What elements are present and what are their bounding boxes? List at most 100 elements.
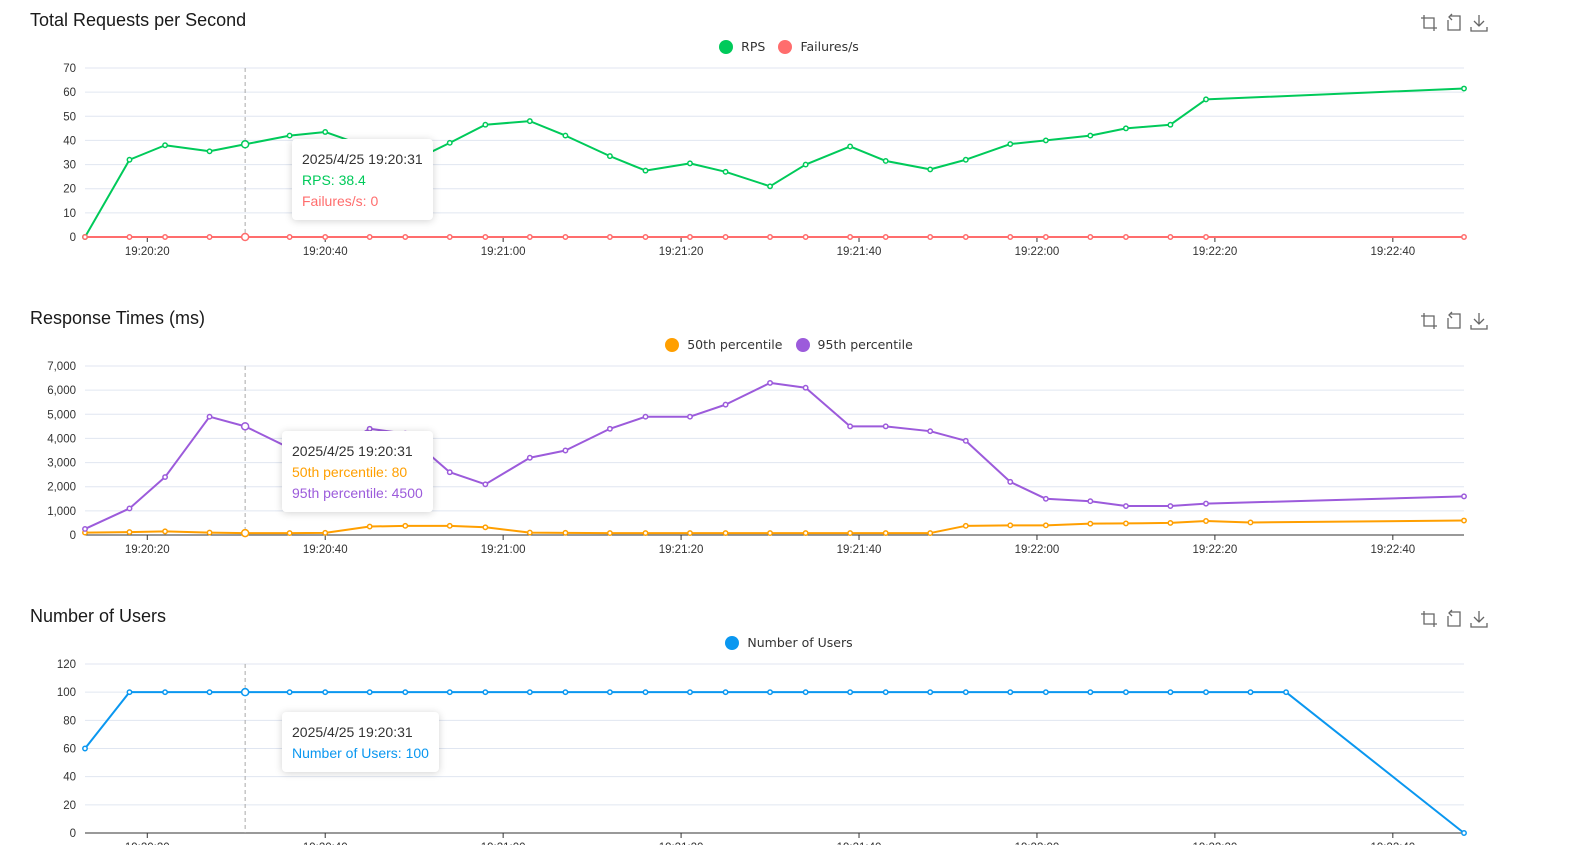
- data-point: [847, 689, 854, 696]
- legend-label: Number of Users: [747, 635, 853, 650]
- y-tick-label: 50: [63, 111, 76, 123]
- chart-toolbox: [1418, 608, 1498, 632]
- data-point: [882, 530, 889, 537]
- data-point: [882, 689, 889, 696]
- zoom-icon[interactable]: [1418, 608, 1440, 630]
- data-point: [606, 530, 613, 537]
- data-point: [687, 234, 693, 240]
- restore-icon[interactable]: [1443, 310, 1465, 332]
- data-point: [1461, 830, 1467, 836]
- restore-icon[interactable]: [1443, 12, 1465, 34]
- data-point: [687, 160, 693, 167]
- restore-icon[interactable]: [1443, 608, 1465, 630]
- legend-dot-icon: [719, 40, 734, 54]
- data-point: [606, 153, 613, 160]
- data-point: [1042, 689, 1049, 696]
- series-line-number-of-users: [84, 691, 1465, 834]
- data-point: [642, 234, 649, 240]
- x-tick-label: 19:22:20: [1193, 842, 1238, 845]
- y-tick-label: 120: [57, 659, 76, 671]
- data-point: [562, 689, 569, 696]
- data-point: [927, 234, 934, 240]
- zoom-icon[interactable]: [1418, 12, 1440, 34]
- users-chart-panel: Number of Users Number of Users 0 20 40 60 8…: [0, 596, 1578, 845]
- download-icon[interactable]: [1468, 12, 1490, 34]
- data-point: [482, 524, 489, 531]
- data-point: [1203, 518, 1209, 524]
- x-tick-label: 19:22:20: [1193, 544, 1238, 556]
- legend-label: Failures/s: [800, 39, 859, 54]
- data-point: [82, 234, 88, 240]
- data-point: [126, 529, 133, 536]
- data-point: [482, 234, 489, 240]
- chart-title: Number of Users: [30, 606, 167, 626]
- rps-chart-panel: Total Requests per Second RPS Failures/s…: [0, 0, 1578, 298]
- data-point: [1203, 234, 1209, 240]
- data-point: [402, 522, 409, 529]
- data-point: [767, 379, 774, 386]
- rps-chart-svg[interactable]: 0 10 20 30 40 50 60 70 19:20:20 19:20:40 19:21:00 1…: [0, 0, 1578, 298]
- data-point: [1007, 141, 1014, 148]
- data-point: [687, 689, 693, 696]
- data-point: [162, 689, 169, 696]
- data-point: [1203, 500, 1209, 507]
- legend-item-rps[interactable]: RPS: [719, 39, 765, 54]
- y-tick-label: 6,000: [47, 385, 76, 397]
- data-point: [240, 422, 250, 431]
- data-point: [1122, 503, 1129, 509]
- chart-tooltip: 2025/4/25 19:20:31 RPS: 38.4 Failures/s:…: [292, 139, 433, 220]
- x-tick-label: 19:21:00: [481, 544, 526, 556]
- data-point: [927, 689, 934, 696]
- data-point: [526, 454, 533, 461]
- data-point: [82, 745, 88, 752]
- data-point: [642, 413, 649, 420]
- zoom-icon[interactable]: [1418, 310, 1440, 332]
- data-point: [606, 425, 613, 432]
- data-point: [1007, 522, 1014, 529]
- legend-item-p95[interactable]: 95th percentile: [795, 337, 913, 352]
- data-point: [526, 689, 533, 696]
- data-point: [1042, 234, 1049, 240]
- data-point: [1461, 234, 1467, 240]
- data-point: [482, 121, 489, 128]
- data-point: [206, 529, 213, 536]
- x-tick-label: 19:20:40: [303, 544, 348, 556]
- data-point: [206, 413, 213, 420]
- y-tick-label: 0: [70, 828, 76, 840]
- data-point: [446, 689, 453, 696]
- data-point: [722, 689, 729, 696]
- y-tick-label: 2,000: [47, 482, 76, 494]
- data-point: [802, 530, 809, 537]
- chart-legend: RPS Failures/s: [0, 36, 1578, 56]
- data-point: [882, 158, 889, 164]
- chart-legend: 50th percentile 95th percentile: [0, 334, 1578, 354]
- legend-item-p50[interactable]: 50th percentile: [665, 337, 782, 352]
- legend-item-users[interactable]: Number of Users: [725, 635, 853, 650]
- data-point: [322, 234, 329, 240]
- y-tick-label: 30: [63, 160, 76, 172]
- data-point: [402, 689, 409, 696]
- data-point: [162, 528, 169, 535]
- y-tick-label: 80: [63, 715, 76, 727]
- y-tick-label: 1,000: [47, 506, 76, 518]
- data-point: [1007, 689, 1014, 696]
- legend-label: RPS: [741, 39, 766, 54]
- users-chart-svg[interactable]: 0 20 40 60 80 100 120 19:20:20 19:20:40 19:21:00 1…: [0, 596, 1578, 845]
- download-icon[interactable]: [1468, 608, 1490, 630]
- legend-dot-icon: [725, 636, 740, 650]
- x-tick-label: 19:20:40: [303, 842, 348, 845]
- download-icon[interactable]: [1468, 310, 1490, 332]
- data-point: [1042, 495, 1049, 502]
- x-tick-label: 19:20:20: [125, 544, 170, 556]
- data-point: [847, 530, 854, 537]
- legend-dot-icon: [795, 338, 810, 352]
- x-tick-label: 19:21:20: [659, 842, 704, 845]
- data-point: [1203, 689, 1209, 696]
- data-point: [767, 183, 774, 190]
- data-point: [1461, 517, 1467, 524]
- data-point: [240, 687, 250, 697]
- data-point: [286, 530, 293, 537]
- y-tick-label: 0: [70, 530, 76, 542]
- response-times-chart-svg[interactable]: 0 1,000 2,000 3,000 4,000 5,000 6,000 7,000 19:2…: [0, 298, 1578, 596]
- legend-item-failures[interactable]: Failures/s: [778, 39, 859, 54]
